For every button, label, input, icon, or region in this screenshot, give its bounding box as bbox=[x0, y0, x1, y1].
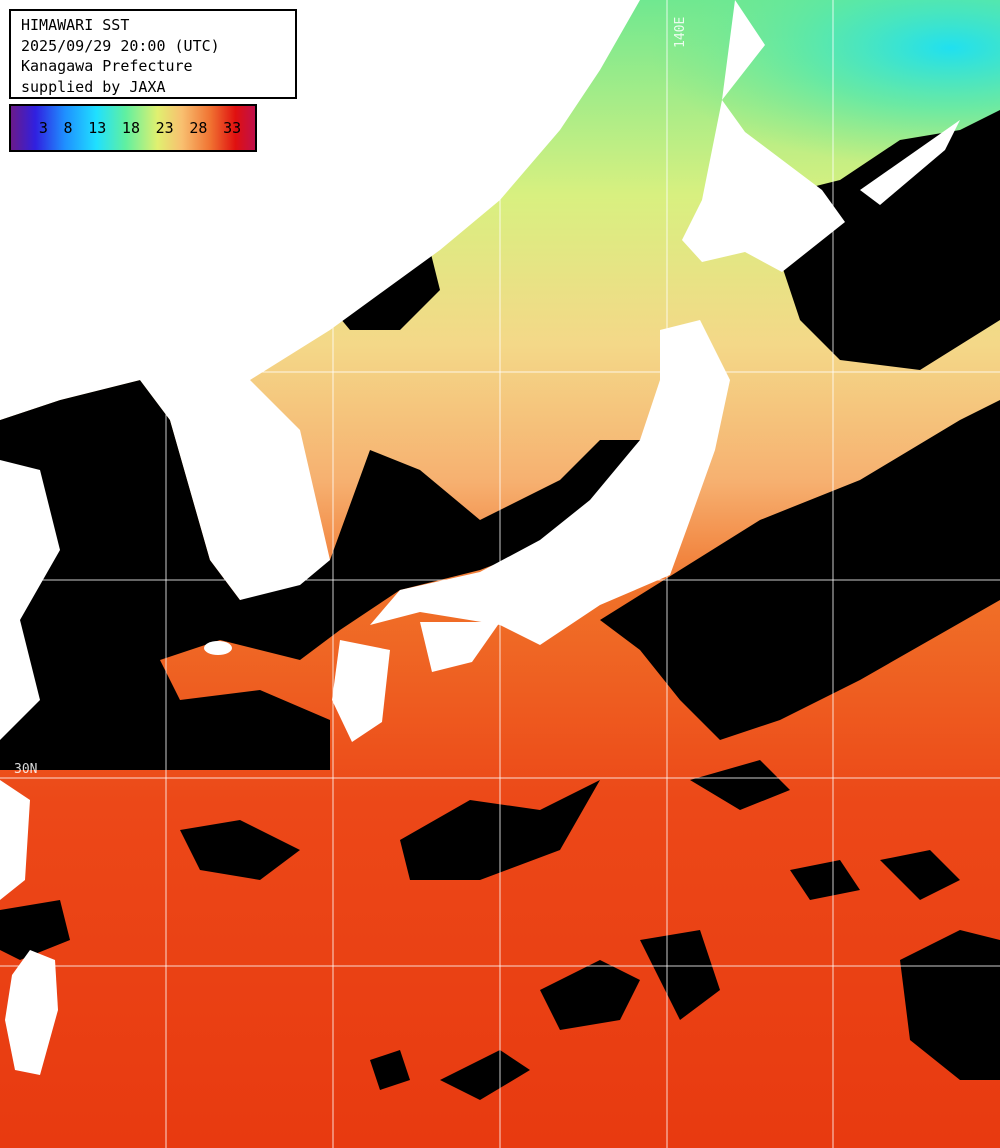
header-line: 2025/09/29 20:00 (UTC) bbox=[21, 36, 220, 55]
colorbar-tick-label: 28 bbox=[189, 119, 208, 137]
clouds bbox=[0, 110, 1000, 1100]
colorbar-tick-label: 3 bbox=[38, 119, 48, 137]
lat-label: 40N bbox=[14, 356, 37, 371]
colorbar-tick-label: 18 bbox=[121, 119, 140, 137]
lat-label: 30N bbox=[14, 762, 37, 777]
colorbar-tick-label: 13 bbox=[88, 119, 107, 137]
header-line: Kanagawa Prefecture bbox=[21, 57, 193, 75]
header: HIMAWARI SST 2025/09/29 20:00 (UTC) Kana… bbox=[9, 9, 297, 99]
colorbar-tick-label: 23 bbox=[155, 119, 174, 137]
colorbar-tick-label: 8 bbox=[63, 119, 73, 137]
colorbar: 3 8 13 18 23 28 33 bbox=[9, 104, 257, 152]
header-line: HIMAWARI SST bbox=[21, 16, 130, 34]
lon-label: 140E bbox=[673, 17, 688, 48]
header-line: supplied by JAXA bbox=[21, 77, 166, 96]
colorbar-tick-label: 33 bbox=[223, 119, 242, 137]
